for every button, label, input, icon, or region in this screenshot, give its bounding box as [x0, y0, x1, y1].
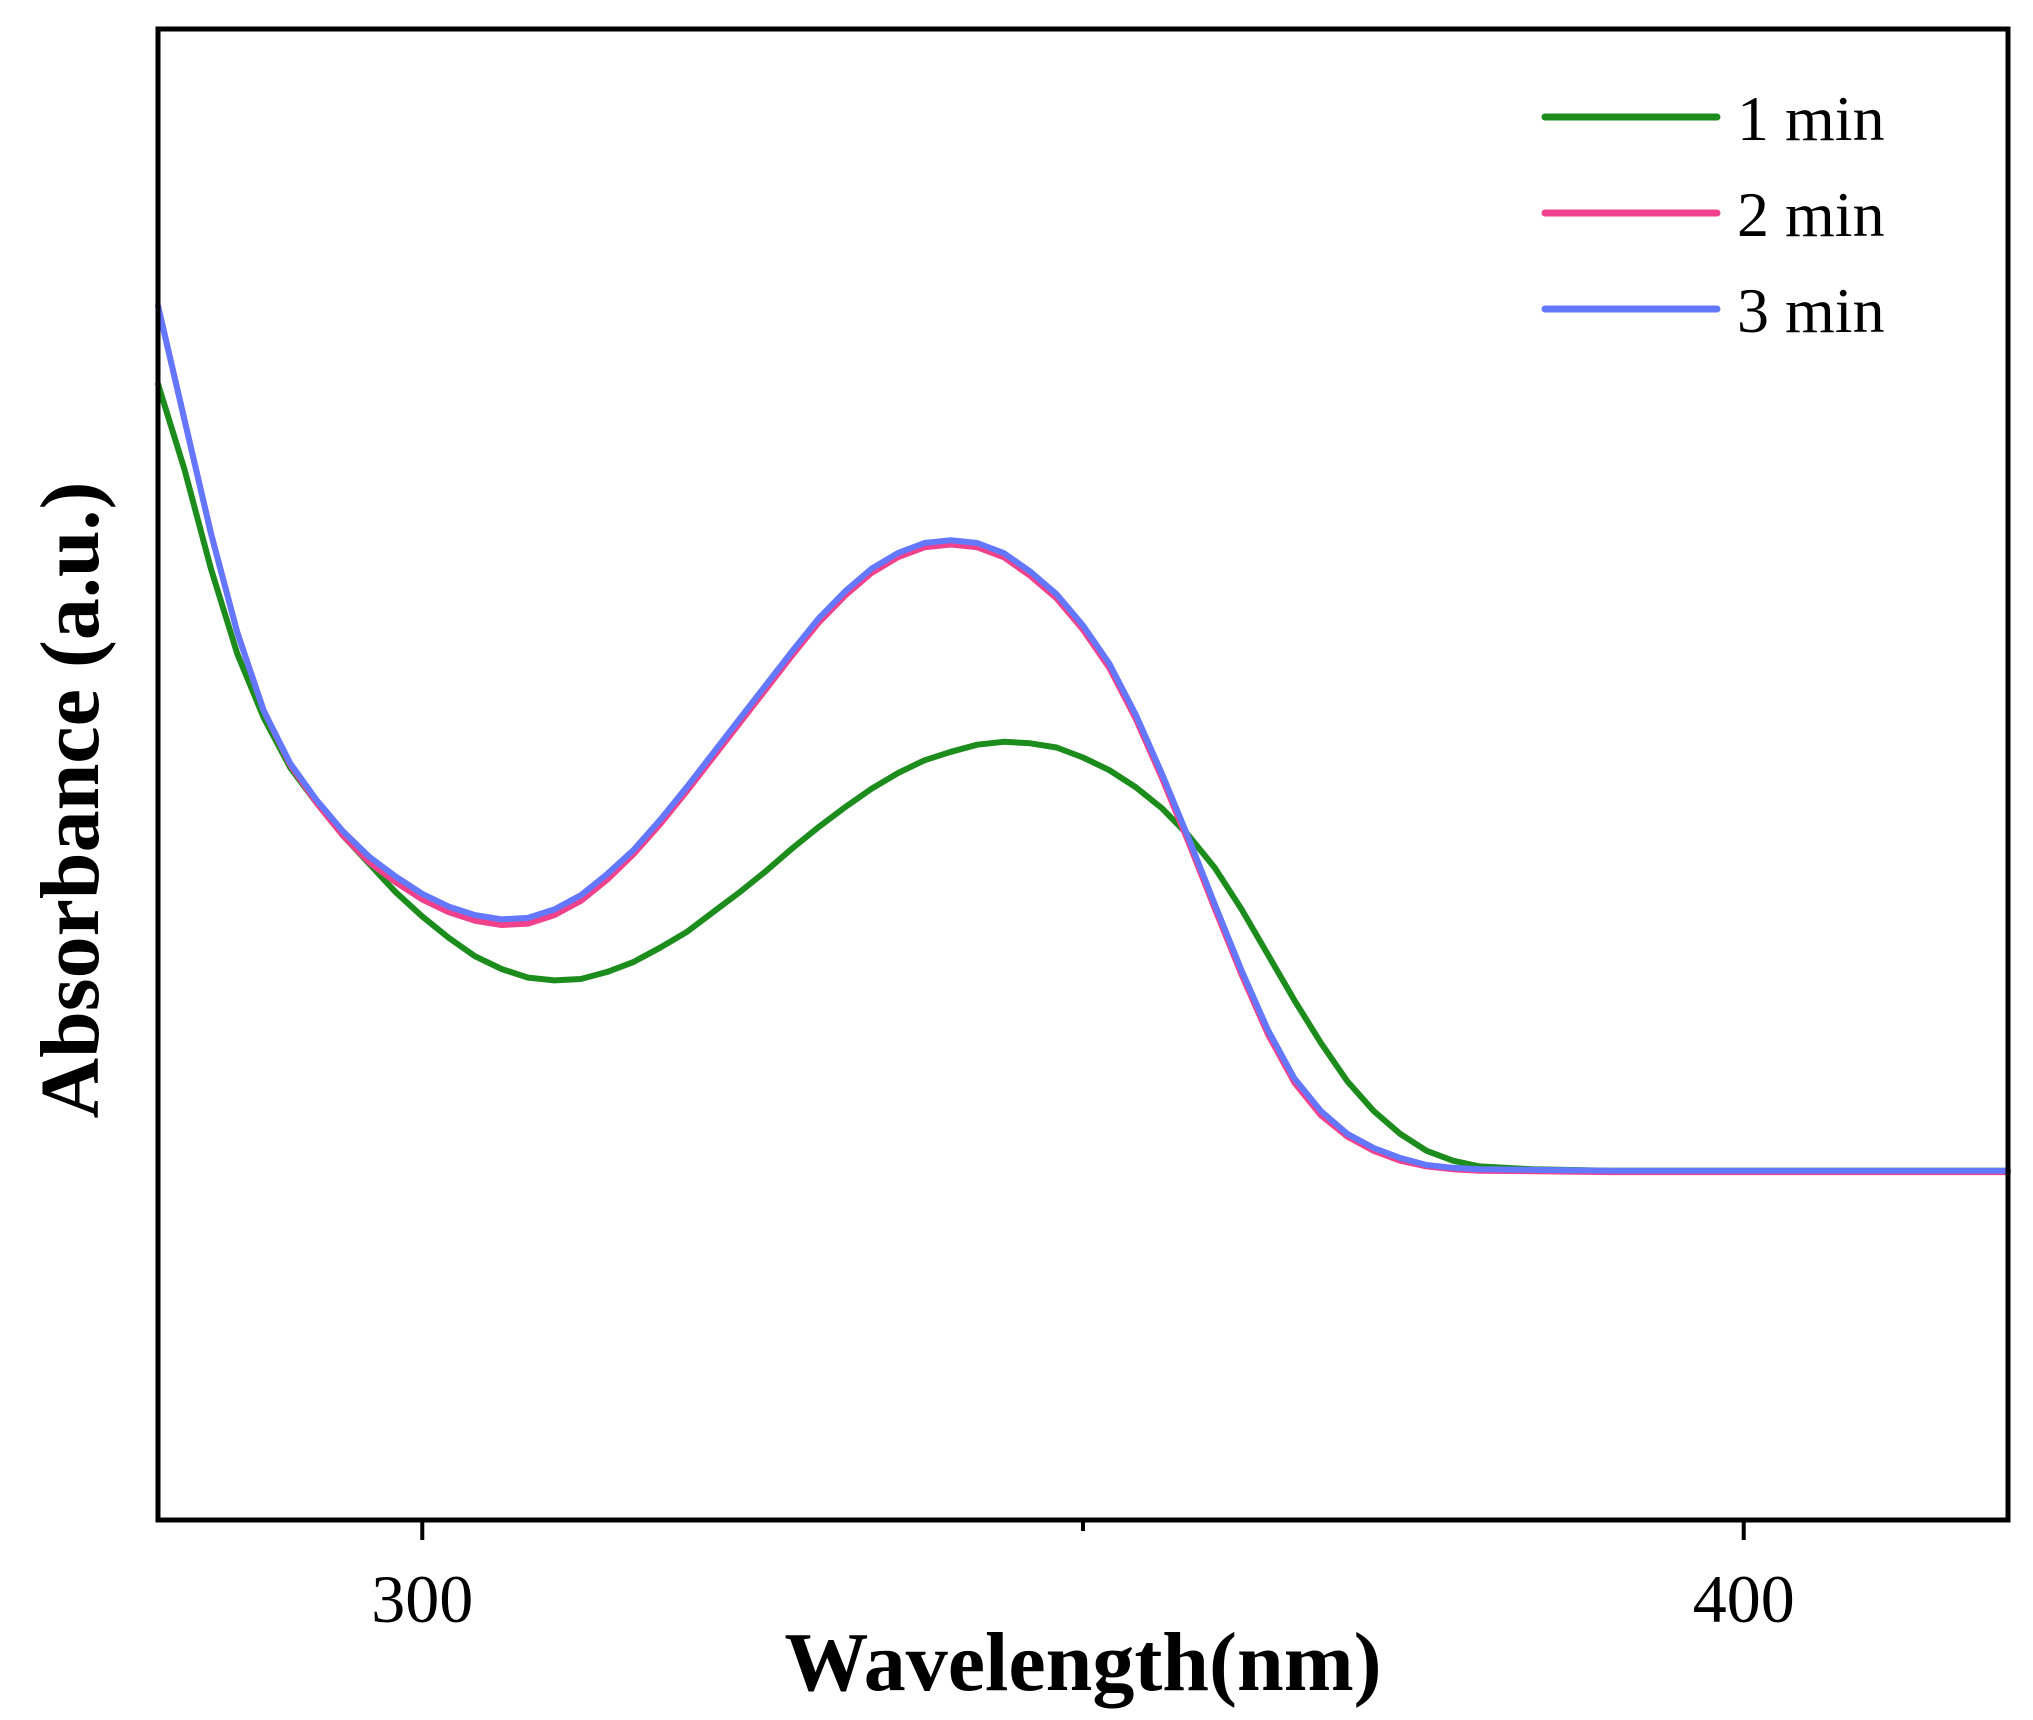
legend: 1 min 2 min 3 min: [1541, 83, 1885, 346]
legend-label-2: 2 min: [1737, 179, 1885, 250]
plot-frame: [155, 26, 2011, 1523]
legend-label-1: 1 min: [1737, 83, 1885, 154]
series-layer: [155, 302, 2011, 1176]
y-axis-title: Absorbance (a.u.): [24, 481, 117, 1118]
series-line-2: [155, 302, 2011, 1176]
series-line-1: [155, 381, 2011, 1174]
series-line-3: [155, 302, 2011, 1174]
x-axis-ticks: 300 400: [371, 1520, 1795, 1637]
x-tick-label-2: 400: [1693, 1561, 1795, 1637]
x-axis-title: Wavelength(nm): [784, 1616, 1381, 1709]
legend-label-3: 3 min: [1737, 275, 1885, 346]
x-tick-label-1: 300: [371, 1561, 473, 1637]
